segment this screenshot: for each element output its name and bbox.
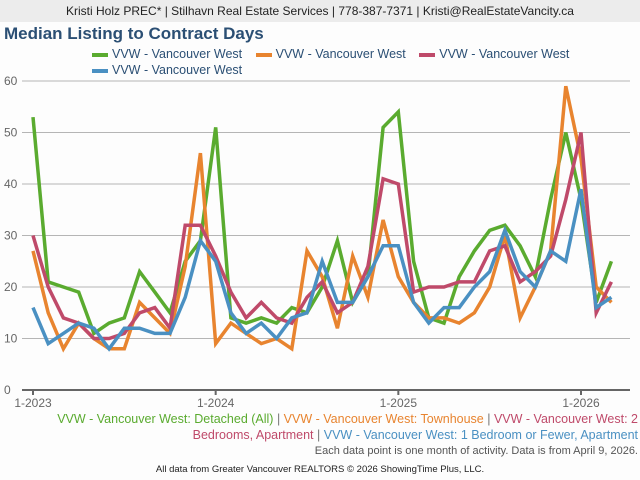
legend-label: VVW - Vancouver West (439, 47, 570, 61)
legend-label: VVW - Vancouver West (112, 47, 243, 61)
legend-label: VVW - Vancouver West (112, 63, 243, 77)
x-tick-label: 1-2026 (562, 396, 600, 410)
separator: | (483, 412, 494, 426)
legend-swatch (92, 52, 108, 57)
y-tick-label: 30 (4, 229, 18, 243)
y-tick-label: 10 (4, 332, 18, 346)
contact-header: Kristi Holz PREC* | Stilhavn Real Estate… (0, 0, 640, 22)
series-desc-2bed: VVW - Vancouver West: 2 Bedrooms, Apartm… (192, 412, 638, 442)
y-tick-label: 0 (4, 383, 11, 397)
chart-title: Median Listing to Contract Days (4, 24, 264, 43)
y-tick-label: 20 (4, 280, 18, 294)
series-descriptions: VVW - Vancouver West: Detached (All) | V… (30, 411, 638, 443)
y-tick-label: 60 (4, 74, 18, 88)
legend-item-1bed[interactable]: VVW - Vancouver West (92, 62, 242, 78)
x-tick-label: 1-2024 (197, 396, 235, 410)
series-line-1bed (31, 188, 613, 352)
legend-item-detached[interactable]: VVW - Vancouver West (92, 46, 242, 62)
legend-swatch (255, 52, 272, 57)
legend-swatch (92, 68, 108, 73)
x-tick-label: 1-2025 (380, 396, 418, 410)
data-note: Each data point is one month of activity… (314, 445, 638, 457)
series-desc-1bed: VVW - Vancouver West: 1 Bedroom or Fewer… (323, 428, 638, 442)
series-desc-detached: VVW - Vancouver West: Detached (All) (57, 412, 274, 426)
y-tick-label: 40 (4, 177, 18, 191)
chart-legend: VVW - Vancouver West VVW - Vancouver Wes… (92, 46, 592, 78)
legend-item-townhouse[interactable]: VVW - Vancouver West (255, 46, 406, 62)
separator: | (313, 428, 324, 442)
series-line-townhouse (31, 85, 613, 353)
series-line-detached (31, 108, 614, 337)
series-desc-townhouse: VVW - Vancouver West: Townhouse (283, 412, 484, 426)
data-source: All data from Greater Vancouver REALTORS… (155, 464, 485, 475)
x-tick-label: 1-2023 (14, 396, 52, 410)
y-tick-label: 50 (4, 126, 18, 140)
separator: | (273, 412, 284, 426)
legend-item-2bed[interactable]: VVW - Vancouver West (419, 46, 569, 62)
legend-label: VVW - Vancouver West (275, 47, 406, 61)
legend-swatch (419, 52, 436, 57)
